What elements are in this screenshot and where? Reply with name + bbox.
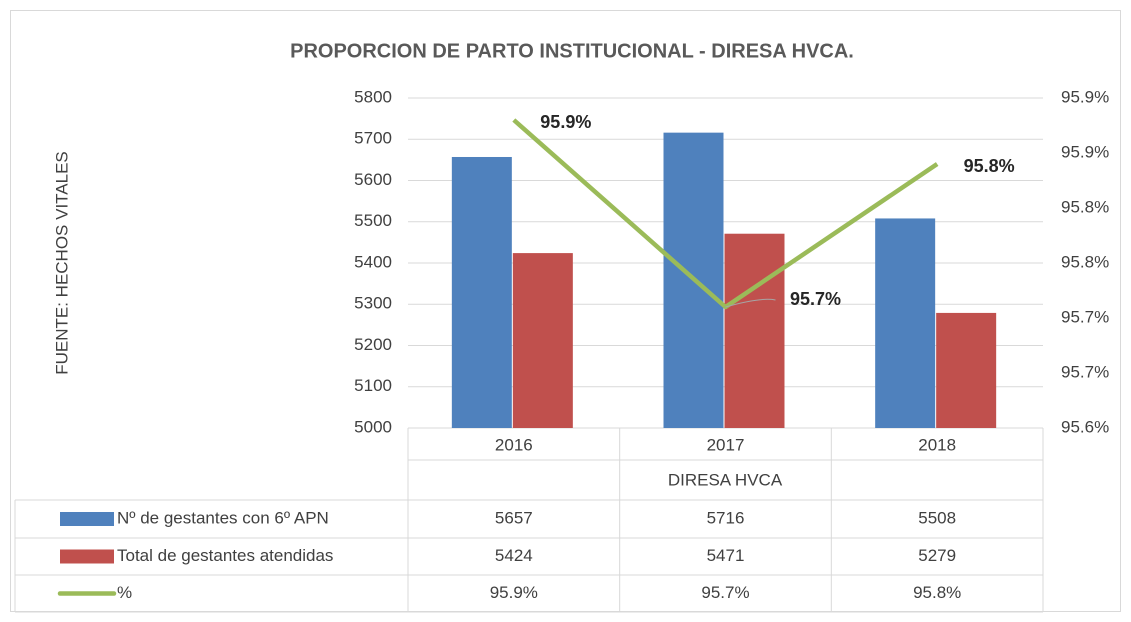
bar xyxy=(724,233,785,428)
bar xyxy=(512,253,573,428)
legend-label: Total de gestantes atendidas xyxy=(117,546,333,565)
table-cell: 5471 xyxy=(707,546,745,565)
y-tick-label: 5300 xyxy=(354,294,392,313)
y2-tick-label: 95.8% xyxy=(1061,197,1109,216)
y-tick-label: 5200 xyxy=(354,335,392,354)
x-group-label: DIRESA HVCA xyxy=(668,470,783,489)
leader-line xyxy=(725,298,776,308)
y-tick-label: 5500 xyxy=(354,211,392,230)
x-tick-label: 2016 xyxy=(495,435,533,454)
table-cell: 5508 xyxy=(918,508,956,527)
bar xyxy=(451,156,512,429)
x-tick-label: 2018 xyxy=(918,435,956,454)
table-cell: 95.9% xyxy=(490,583,538,602)
table-cell: 95.8% xyxy=(913,583,961,602)
y2-tick-label: 95.6% xyxy=(1061,417,1109,436)
y-tick-label: 5400 xyxy=(354,252,392,271)
bar xyxy=(875,218,936,428)
y2-tick-label: 95.7% xyxy=(1061,307,1109,326)
y-tick-label: 5000 xyxy=(354,417,392,436)
x-tick-label: 2017 xyxy=(707,435,745,454)
y2-tick-label: 95.8% xyxy=(1061,252,1109,271)
legend-label: Nº de gestantes con 6º APN xyxy=(117,508,329,527)
chart-title: PROPORCION DE PARTO INSTITUCIONAL - DIRE… xyxy=(290,40,854,62)
table-cell: 5279 xyxy=(918,546,956,565)
data-label: 95.8% xyxy=(964,156,1015,176)
table-cell: 5424 xyxy=(495,546,533,565)
y-axis-label: FUENTE: HECHOS VITALES xyxy=(52,151,71,375)
bar xyxy=(936,312,997,428)
data-label: 95.9% xyxy=(540,112,591,132)
y-tick-label: 5600 xyxy=(354,170,392,189)
table-cell: 5657 xyxy=(495,508,533,527)
table-cell: 5716 xyxy=(707,508,745,527)
y-tick-label: 5700 xyxy=(354,129,392,148)
table-cell: 95.7% xyxy=(701,583,749,602)
legend-key xyxy=(60,512,114,526)
data-label: 95.7% xyxy=(790,289,841,309)
y2-tick-label: 95.9% xyxy=(1061,142,1109,161)
legend-key xyxy=(60,549,114,564)
y2-tick-label: 95.7% xyxy=(1061,362,1109,381)
y-tick-label: 5800 xyxy=(354,87,392,106)
y-tick-label: 5100 xyxy=(354,376,392,395)
y2-tick-label: 95.9% xyxy=(1061,87,1109,106)
legend-label: % xyxy=(117,583,132,602)
